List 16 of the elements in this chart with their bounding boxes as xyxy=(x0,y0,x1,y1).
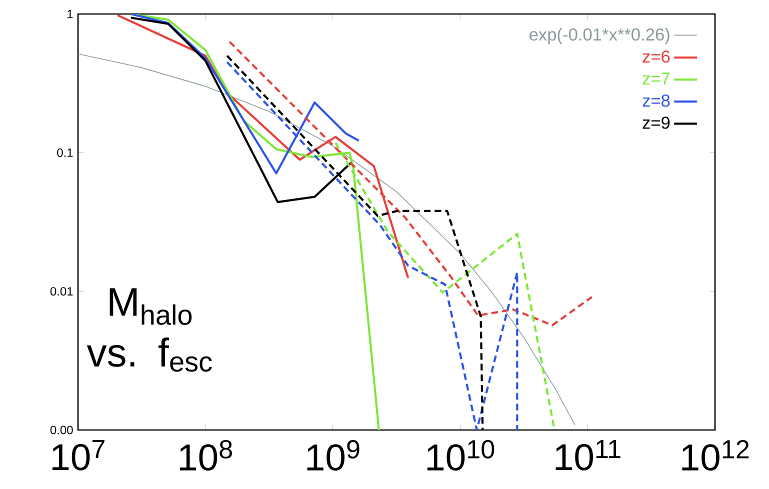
x-tick-label: 10$^{7}$ xyxy=(52,440,104,470)
y-tick-label: 0.01 xyxy=(50,287,73,296)
legend-label: z=8 xyxy=(642,94,670,107)
y-tick-label: 0.1 xyxy=(57,148,73,157)
x-tick-label: 10$^{10}$ xyxy=(427,440,494,471)
x-tick-label: 10$^{9}$ xyxy=(307,440,360,471)
legend-label: z=7 xyxy=(642,72,670,85)
legend-label: exp(-0.01*x**0.26) xyxy=(530,28,670,44)
annotation: M$_{halo}$ vs. f$_{esc}$ xyxy=(86,288,212,372)
x-tick-label: 10$^{12}$ xyxy=(682,440,749,471)
legend-label: z=9 xyxy=(642,116,670,129)
legend-label: z=6 xyxy=(642,50,670,63)
x-tick-label: 10$^{8}$ xyxy=(180,440,232,471)
x-tick-label: 10$^{11}$ xyxy=(556,440,620,470)
y-tick-label: 1 xyxy=(68,10,73,18)
y-tick-label: 0.00 xyxy=(50,426,73,434)
